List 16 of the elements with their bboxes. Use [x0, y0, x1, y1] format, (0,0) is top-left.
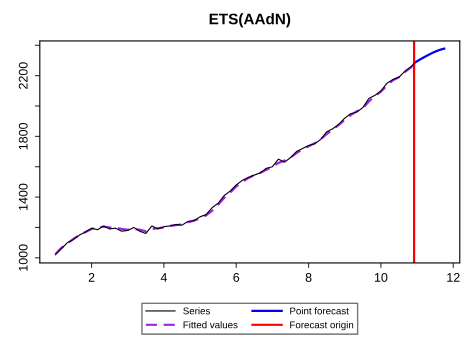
legend-label: Forecast origin — [290, 321, 354, 330]
y-tick-label: 2200 — [18, 62, 28, 89]
legend-label: Series — [183, 307, 210, 314]
x-tick-label: 6 — [233, 273, 240, 282]
legend-label: Point forecast — [290, 307, 349, 314]
x-tick-label: 12 — [447, 273, 460, 282]
y-tick-label: 1400 — [18, 184, 28, 210]
x-tick-label: 2 — [88, 273, 94, 282]
x-tick-label: 4 — [160, 273, 167, 282]
x-tick-label: 10 — [374, 273, 388, 282]
line-series — [412, 48, 446, 64]
x-tick-label: 8 — [306, 273, 312, 282]
legend-label: Fitted values — [184, 321, 238, 328]
chart-title: ETS(AAdN) — [210, 13, 290, 28]
y-tick-label: 1000 — [18, 244, 28, 271]
y-tick-label: 1800 — [18, 122, 28, 150]
